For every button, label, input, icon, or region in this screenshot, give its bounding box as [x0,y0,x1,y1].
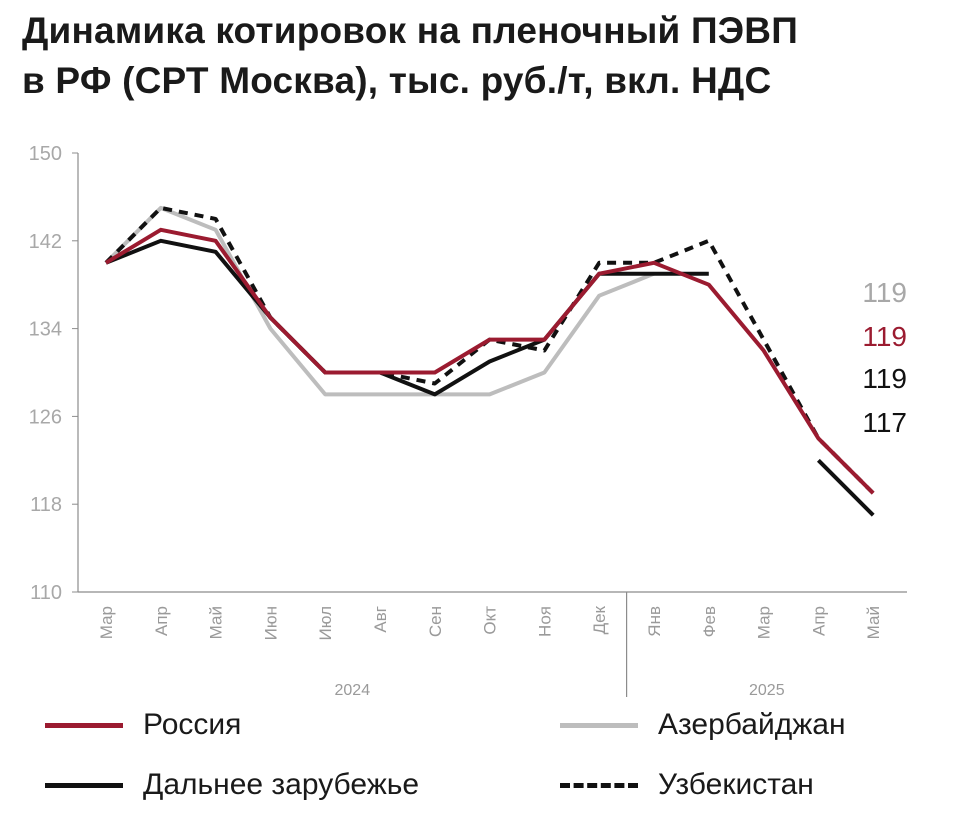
x-tick-label: Янв [645,606,664,637]
legend-swatch [45,782,123,788]
legend-item: Дальнее зарубежье [45,768,419,802]
legend-item: Узбекистан [560,768,814,802]
series-line-Азербайджан [104,205,655,397]
legend-label: Россия [143,708,242,741]
end-value-label: 119 [862,363,907,394]
y-tick-label: 110 [30,582,62,604]
y-tick-label: 142 [29,231,62,253]
end-value-label: 117 [862,407,907,438]
x-tick-label: Авг [371,606,390,633]
x-tick-label: Сен [426,606,445,637]
chart-title-line-1: Динамика котировок на пленочный ПЭВП [22,10,799,51]
legend-item: Азербайджан [560,708,846,742]
legend-swatch [45,722,123,728]
x-tick-label: Дек [590,605,609,634]
x-tick-label: Июл [316,606,335,641]
x-tick-label: Фев [700,606,719,637]
x-tick-label: Ноя [535,606,554,637]
series-line-Россия [104,227,875,495]
legend-label: Узбекистан [658,768,814,801]
legend-swatch [560,782,638,788]
legend-swatch [560,722,638,728]
x-tick-label: Окт [481,606,500,635]
end-value-label: 119 [862,277,907,308]
year-label: 2024 [335,682,371,699]
legend-label: Азербайджан [658,708,846,741]
x-tick-label: Май [864,606,883,639]
chart-title-line-2: в РФ (СРТ Москва), тыс. руб./т, вкл. НДС [22,60,772,101]
x-tick-label: Мар [97,606,116,639]
series-line-Дальнее зарубежье [105,238,875,517]
legend-item: Россия [45,708,241,742]
year-label: 2025 [749,682,785,699]
x-tick-label: Июн [261,606,280,640]
line-chart: 110 118 126 134 142 150 Мар Апр Май Июн Июл Авг Сен О… [29,143,907,699]
x-tick-label: Апр [809,606,828,636]
y-tick-label: 150 [29,143,62,165]
x-tick-label: Май [207,606,226,639]
y-tick-label: 134 [29,319,62,341]
y-tick-label: 118 [30,494,62,516]
x-tick-label: Апр [152,606,171,636]
y-tick-label: 126 [29,406,62,428]
x-tick-label: Мар [755,606,774,639]
legend-label: Дальнее зарубежье [143,768,420,801]
end-value-label: 119 [862,321,907,352]
